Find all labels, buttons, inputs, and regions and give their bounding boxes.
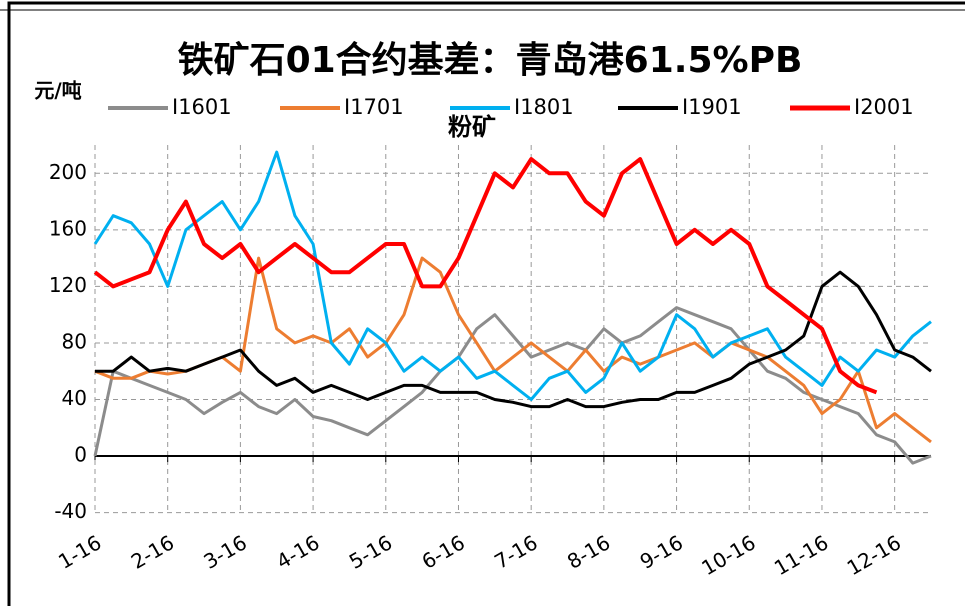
x-tick-label: 10-16 [697,530,759,580]
x-tick-label: 4-16 [272,530,323,573]
x-tick-label: 2-16 [127,530,178,573]
y-tick-label: 120 [49,273,87,297]
legend-label: I1601 [172,95,232,119]
legend-label: I1801 [514,95,574,119]
legend-label: I1901 [682,95,742,119]
x-tick-label: 6-16 [418,530,469,573]
series-line [95,270,932,409]
y-tick-label: 200 [49,160,87,184]
legend-label: I1701 [344,95,404,119]
y-tick-label: 80 [62,329,87,353]
y-tick-label: 160 [49,216,87,240]
x-tick-label: 12-16 [843,530,905,580]
frame [7,1,965,606]
chart-title: 铁矿石01合约基差：青岛港61.5%PB [178,40,803,81]
series-line [93,150,932,401]
y-axis-label: 元/吨 [34,79,81,103]
y-tick-label: 0 [74,443,87,467]
x-tick-label: 11-16 [770,530,832,580]
series-line [93,306,932,465]
y-tick-label: 40 [62,386,87,410]
subtitle: 粉矿 [448,113,496,141]
y-tick-label: -40 [54,499,87,523]
legend-label: I2001 [854,95,914,119]
x-tick-label: 7-16 [490,530,541,573]
x-tick-label: 8-16 [563,530,614,573]
series-line [94,256,932,444]
series-line [93,157,878,395]
x-tick-label: 1-16 [54,530,105,573]
x-tick-label: 5-16 [345,530,396,573]
x-tick-label: 9-16 [636,530,687,573]
x-tick-label: 3-16 [200,530,251,573]
